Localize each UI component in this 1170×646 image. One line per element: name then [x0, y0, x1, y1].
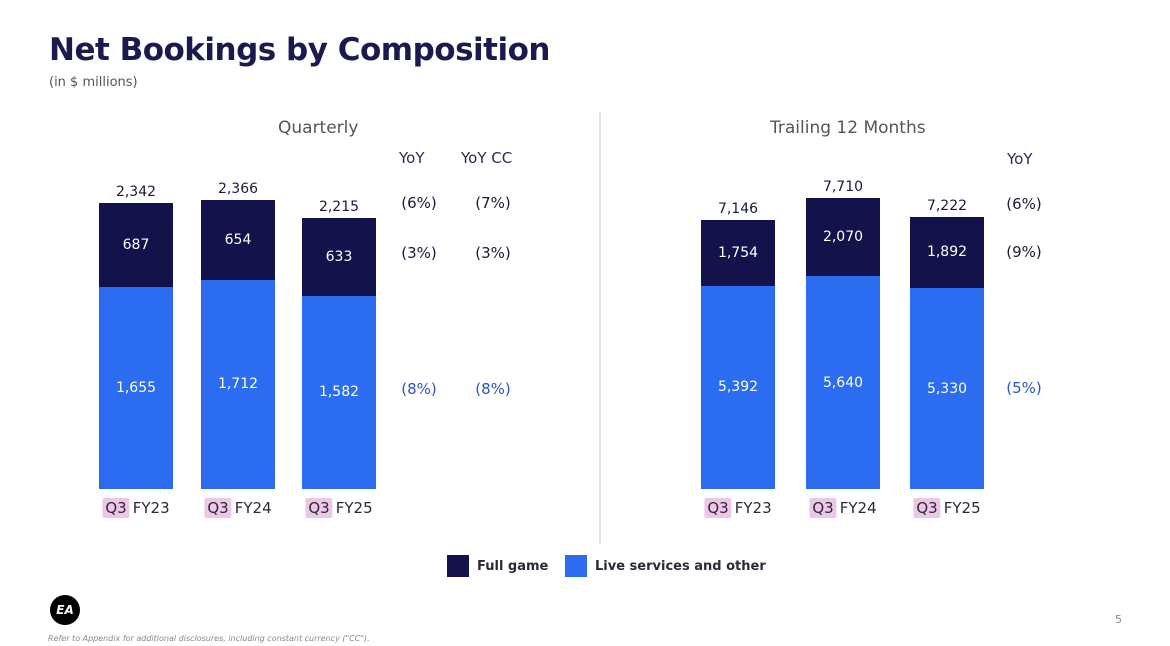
- ttm-yoy-full-game-1: (9%): [1006, 243, 1042, 261]
- page-number: 5: [1115, 613, 1122, 626]
- quarterly-yoy-cc-header: YoY CC: [461, 149, 513, 167]
- quarterly-x-label-quarter-tag: Q3: [204, 498, 232, 518]
- ttm-bar-total-1: 7,146: [717, 200, 759, 217]
- quarterly-yoy-total-1: (6%): [401, 194, 437, 212]
- panel-divider: [599, 112, 601, 544]
- ttm-x-label-2: Q3 FY24: [809, 498, 877, 518]
- quarterly-yoy-full-game-2: (3%): [475, 244, 511, 262]
- quarterly-bar-total-2: 2,366: [217, 180, 259, 197]
- quarterly-x-label-3: Q3 FY25: [305, 498, 373, 518]
- quarterly-x-label-fiscal-year: FY25: [335, 499, 373, 517]
- ttm-x-label-1: Q3 FY23: [704, 498, 772, 518]
- legend-label-live-services: Live services and other: [595, 559, 766, 574]
- quarterly-yoy-live-services-1: (8%): [401, 380, 437, 398]
- quarterly-yoy-full-game-1: (3%): [401, 244, 437, 262]
- ttm-panel-title: Trailing 12 Months: [770, 118, 926, 138]
- ttm-yoy-header: YoY: [1007, 150, 1033, 168]
- quarterly-bar-live-services-2: 1,712: [201, 279, 275, 489]
- ttm-bar-total-2: 7,710: [822, 179, 864, 196]
- ttm-bar-full-game-3: 1,892: [910, 216, 984, 289]
- quarterly-x-label-fiscal-year: FY23: [132, 499, 170, 517]
- ttm-x-label-fiscal-year: FY23: [734, 499, 772, 517]
- quarterly-x-label-quarter-tag: Q3: [305, 498, 333, 518]
- quarterly-x-label-fiscal-year: FY24: [234, 499, 272, 517]
- quarterly-bar-full-game-2: 654: [201, 199, 275, 280]
- footnote: Refer to Appendix for additional disclos…: [48, 634, 370, 643]
- quarterly-bar-total-1: 2,342: [115, 183, 157, 200]
- quarterly-bar-live-services-1: 1,655: [99, 286, 173, 489]
- quarterly-bar-live-services-3: 1,582: [302, 295, 376, 489]
- page-title: Net Bookings by Composition: [49, 32, 550, 68]
- ttm-bar-live-services-1: 5,392: [701, 285, 775, 489]
- ttm-x-label-fiscal-year: FY25: [943, 499, 981, 517]
- page-subtitle: (in $ millions): [49, 75, 138, 90]
- ttm-bar-live-services-2: 5,640: [806, 276, 880, 489]
- legend-swatch-live-services: [565, 555, 587, 577]
- quarterly-yoy-total-2: (7%): [475, 194, 511, 212]
- ttm-bar-full-game-1: 1,754: [701, 219, 775, 286]
- quarterly-yoy-live-services-2: (8%): [475, 380, 511, 398]
- ttm-x-label-3: Q3 FY25: [913, 498, 981, 518]
- ttm-x-label-quarter-tag: Q3: [809, 498, 837, 518]
- quarterly-x-label-1: Q3 FY23: [102, 498, 170, 518]
- ttm-bar-live-services-3: 5,330: [910, 288, 984, 489]
- quarterly-bar-total-3: 2,215: [318, 199, 360, 216]
- ttm-bar-full-game-2: 2,070: [806, 198, 880, 277]
- quarterly-yoy-header: YoY: [399, 149, 425, 167]
- ea-logo: EA: [50, 595, 80, 625]
- quarterly-x-label-quarter-tag: Q3: [102, 498, 130, 518]
- legend-label-full-game: Full game: [477, 559, 549, 574]
- legend-swatch-full-game: [447, 555, 469, 577]
- ttm-x-label-quarter-tag: Q3: [704, 498, 732, 518]
- ttm-bar-total-3: 7,222: [926, 197, 968, 214]
- ttm-yoy-total-1: (6%): [1006, 195, 1042, 213]
- quarterly-panel-title: Quarterly: [278, 118, 359, 138]
- ttm-x-label-quarter-tag: Q3: [913, 498, 941, 518]
- ttm-x-label-fiscal-year: FY24: [839, 499, 877, 517]
- ttm-yoy-live-services-1: (5%): [1006, 379, 1042, 397]
- quarterly-bar-full-game-1: 687: [99, 202, 173, 287]
- quarterly-x-label-2: Q3 FY24: [204, 498, 272, 518]
- quarterly-bar-full-game-3: 633: [302, 218, 376, 296]
